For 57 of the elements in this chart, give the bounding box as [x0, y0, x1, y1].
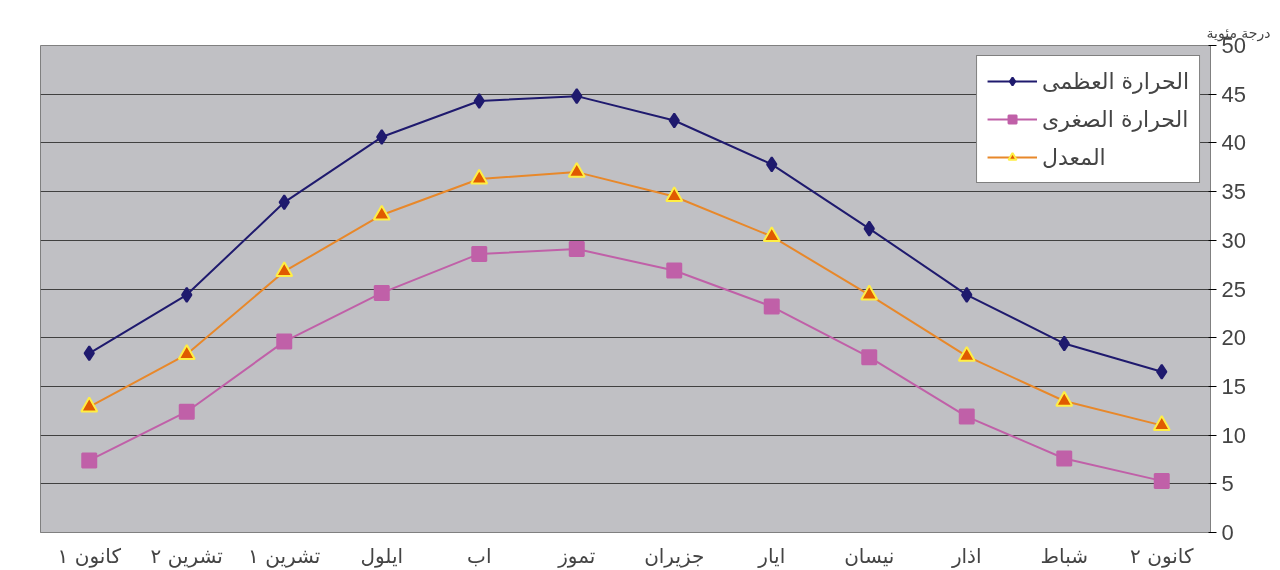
- point: [763, 298, 780, 315]
- y-tick-label: 40: [1221, 130, 1246, 156]
- point: [178, 403, 195, 420]
- point: [863, 220, 875, 237]
- x-tick-label: كانون ٢: [1130, 543, 1194, 568]
- point: [275, 261, 294, 278]
- point: [177, 344, 196, 360]
- point: [668, 112, 680, 129]
- point: [471, 245, 488, 262]
- y-tick-label: 0: [1221, 520, 1234, 545]
- y-tick-label: 10: [1221, 422, 1246, 448]
- point: [276, 333, 293, 350]
- point: [958, 408, 975, 425]
- point: [376, 129, 388, 146]
- point: [766, 156, 778, 173]
- point: [81, 452, 98, 469]
- point: [961, 286, 973, 303]
- y-tick-label: 15: [1221, 373, 1246, 399]
- x-tick-label: تموز: [557, 543, 596, 568]
- y-tick-label: 5: [1221, 471, 1234, 497]
- point: [1153, 472, 1170, 489]
- legend-label: الحرارة الصغرى: [1042, 105, 1189, 134]
- point: [83, 345, 95, 362]
- point: [762, 226, 781, 243]
- legend-label: المعدل: [1042, 143, 1106, 172]
- x-tick-label: تشرين ٢: [150, 543, 223, 568]
- point: [665, 186, 684, 203]
- point: [1152, 415, 1171, 431]
- point: [473, 93, 485, 110]
- legend-label: الحرارة العظمى: [1042, 67, 1189, 96]
- point: [373, 284, 390, 301]
- point: [181, 286, 193, 303]
- x-tick-label: تشرين ١: [248, 543, 321, 568]
- x-tick-label: اب: [467, 543, 492, 568]
- point: [861, 349, 878, 366]
- y-tick-label: 20: [1221, 325, 1246, 351]
- y-tick-label: 30: [1221, 227, 1246, 253]
- point: [278, 194, 290, 211]
- y-tick-label: 35: [1221, 179, 1246, 205]
- point: [1055, 390, 1074, 407]
- x-tick-label: جزيران: [644, 543, 705, 568]
- point: [571, 88, 583, 105]
- point: [666, 262, 683, 279]
- y-tick-label: 25: [1221, 276, 1246, 302]
- x-tick-label: ايلول: [360, 543, 404, 568]
- x-tick-label: ايار: [757, 543, 786, 568]
- point: [568, 241, 585, 258]
- point: [860, 284, 879, 301]
- point: [1056, 450, 1073, 467]
- x-tick-label: اذار: [950, 543, 982, 568]
- x-tick-label: شباط: [1040, 543, 1088, 568]
- x-tick-label: كانون ١: [57, 543, 122, 568]
- y-tick-label: 45: [1221, 81, 1246, 107]
- point: [80, 396, 99, 413]
- point: [1058, 335, 1070, 352]
- point: [1156, 363, 1168, 380]
- x-tick-label: نيسان: [844, 543, 895, 568]
